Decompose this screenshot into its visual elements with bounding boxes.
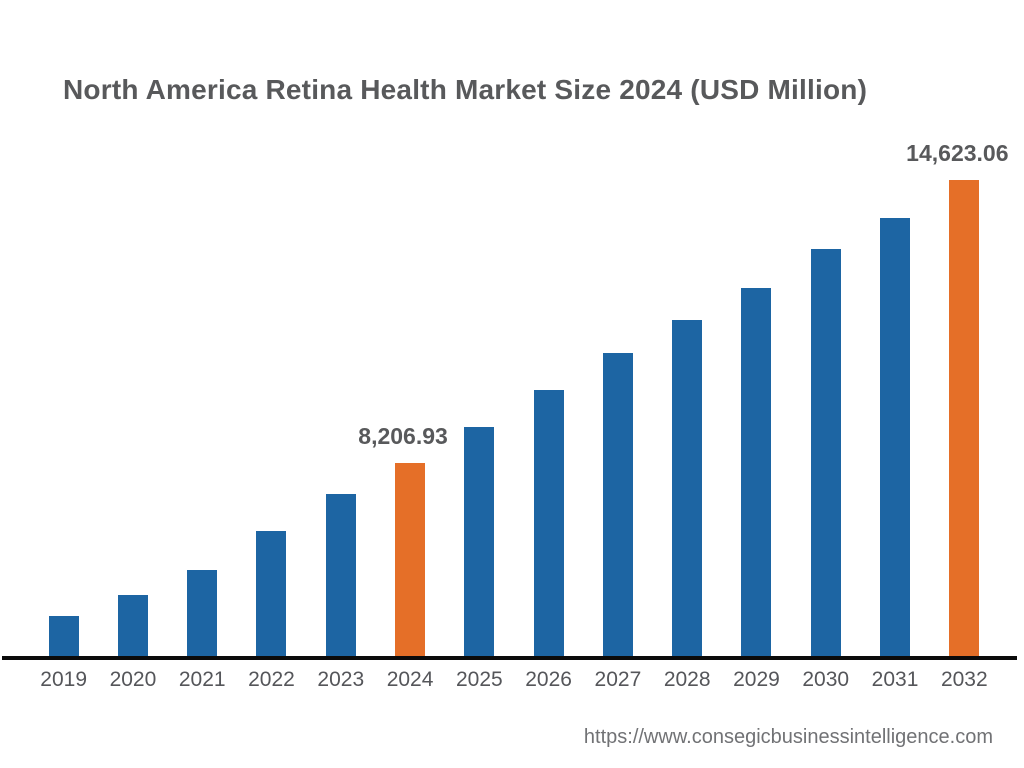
bar-slot-2027 (583, 180, 652, 658)
bar-slot-2022 (237, 180, 306, 658)
bar-2030 (810, 249, 841, 658)
bar-2025 (464, 427, 495, 658)
x-axis-label-2026: 2026 (525, 668, 572, 691)
bar-slot-2023 (306, 180, 375, 658)
bar-slot-2020 (98, 180, 167, 658)
bar-2027 (602, 353, 633, 658)
x-axis-line (2, 656, 1017, 660)
x-axis-label-2023: 2023 (317, 668, 365, 691)
bar-slot-2026 (514, 180, 583, 658)
bar-2022 (256, 531, 287, 658)
chart-title: North America Retina Health Market Size … (63, 74, 868, 105)
bar-2021 (187, 570, 218, 658)
bar-2019 (48, 616, 79, 658)
bar-slot-2029 (722, 180, 791, 658)
bar-slot-2024 (375, 180, 444, 658)
bar-slot-2019 (29, 180, 98, 658)
x-axis-label-2028: 2028 (663, 668, 711, 691)
bar-slot-2021 (168, 180, 237, 658)
value-label-2024: 8,206.93 (358, 423, 448, 449)
bar-2028 (672, 320, 703, 658)
bar-2026 (533, 390, 564, 658)
x-axis-label-2027: 2027 (594, 668, 642, 691)
bar-2031 (880, 218, 911, 658)
bar-slot-2031 (860, 180, 929, 658)
bar-2020 (117, 595, 148, 658)
x-axis-label-2021: 2021 (178, 668, 226, 691)
x-axis-label-2022: 2022 (248, 668, 295, 691)
value-label-2032: 14,623.06 (906, 140, 1009, 166)
bar-slot-2028 (653, 180, 722, 658)
x-axis-label-2025: 2025 (455, 668, 503, 691)
x-axis-label-2019: 2019 (40, 668, 87, 691)
x-axis-label-2024: 2024 (386, 668, 434, 691)
plot-area (29, 180, 999, 658)
x-axis-label-2032: 2032 (940, 668, 988, 691)
bar-slot-2025 (445, 180, 514, 658)
bar-slot-2030 (791, 180, 860, 658)
bar-2029 (741, 288, 772, 658)
x-axis-label-2030: 2030 (802, 668, 850, 691)
bar-2024 (395, 463, 426, 658)
x-axis-labels: 2019 2020 2021 2022 2023 2024 2025 2026 2027 2028… (29, 668, 999, 692)
x-axis-label-2029: 2029 (733, 668, 780, 691)
x-axis-label-2020: 2020 (109, 668, 157, 691)
bar-2032 (949, 180, 980, 658)
x-axis-label-2031: 2031 (871, 668, 919, 691)
bar-slot-2032 (930, 180, 999, 658)
bar-2023 (325, 494, 356, 658)
source-url: https://www.consegicbusinessintelligence… (583, 726, 993, 748)
